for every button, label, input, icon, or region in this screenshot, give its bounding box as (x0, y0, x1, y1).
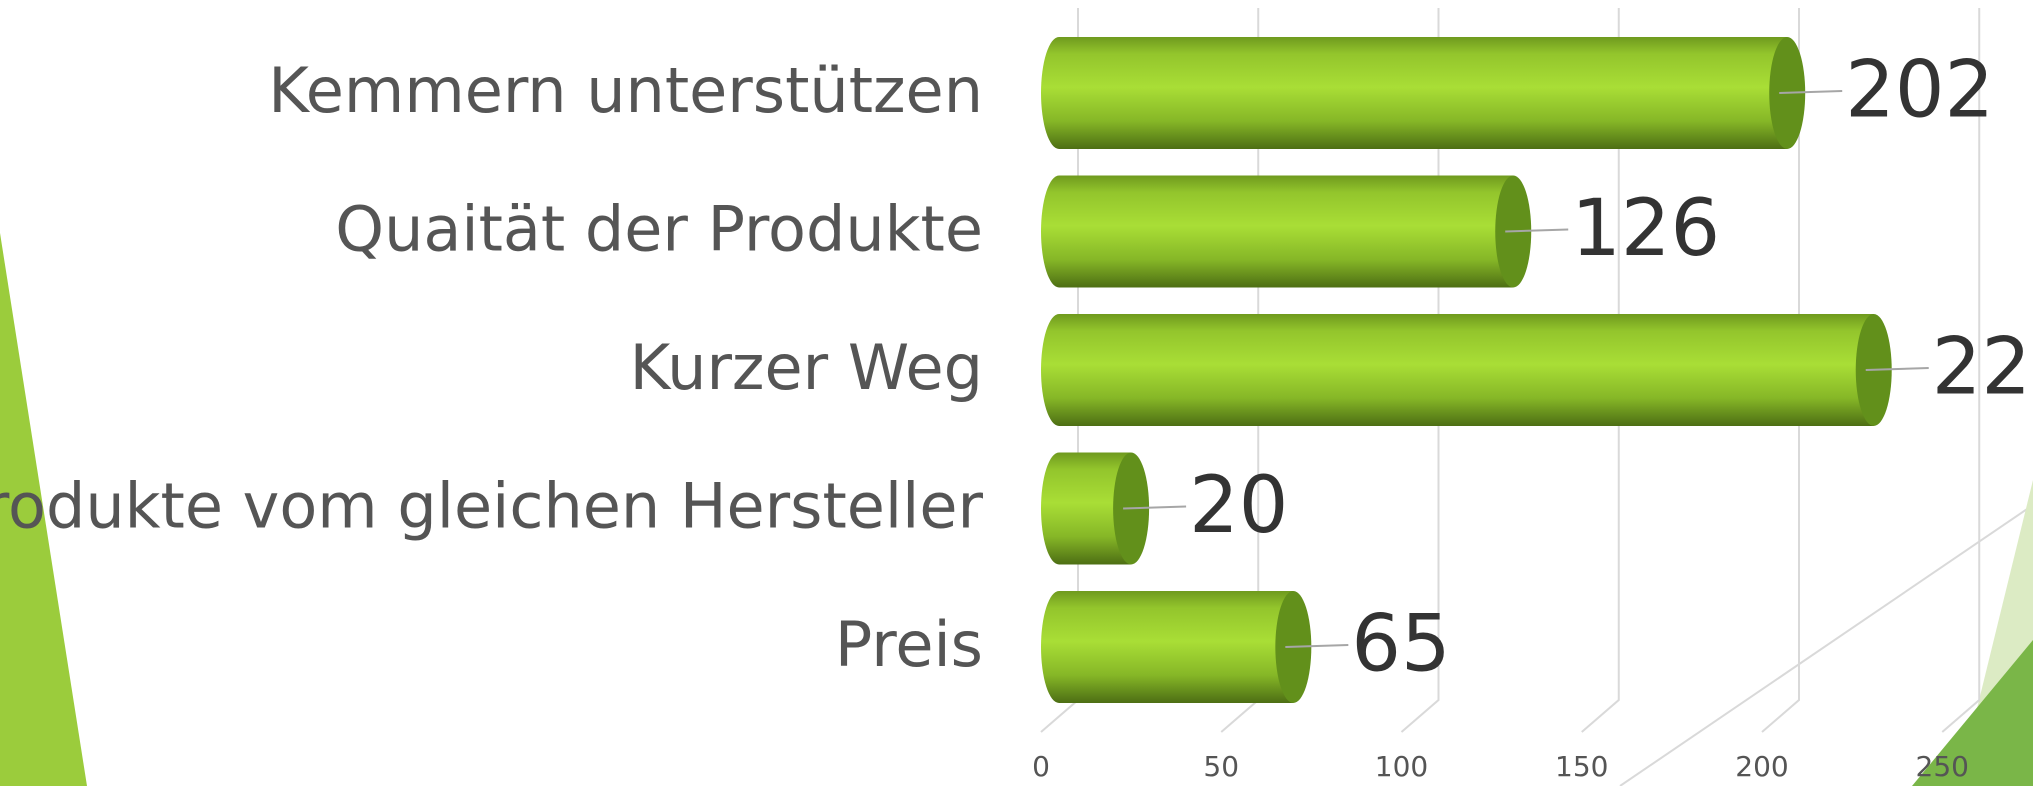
value-label: 126 (1571, 184, 1720, 274)
category-label: Quaität der Produkte (335, 193, 983, 266)
bar (1059, 314, 1874, 426)
category-label: Produkte vom gleichen Hersteller (0, 470, 984, 543)
plot: 0 50 100 150 200 250 Kemmern unterstützen 202 Qu… (0, 8, 2033, 783)
category-label: Preis (835, 608, 983, 681)
bar (1059, 175, 1514, 288)
leader-line (1865, 367, 1929, 371)
x-tick-label: 100 (1375, 750, 1428, 783)
x-tick-label: 200 (1735, 750, 1788, 783)
x-tick-label: 250 (1916, 750, 1969, 783)
leader-line (1505, 228, 1569, 233)
value-label: 65 (1351, 599, 1450, 689)
leader-line (1285, 644, 1349, 648)
value-label: 202 (1845, 45, 1994, 135)
x-tick-label: 0 (1032, 750, 1050, 783)
category-label: Kurzer Weg (630, 331, 983, 404)
decor-triangle (1912, 640, 2033, 786)
leader-line (1779, 90, 1843, 94)
x-tick-label: 150 (1555, 750, 1608, 783)
grid-line (1581, 8, 1620, 733)
bar (1059, 591, 1294, 703)
grid-line (1941, 8, 1981, 733)
grid-line (1761, 8, 1800, 733)
decor-line (1619, 504, 2033, 786)
leader-line (1123, 505, 1187, 510)
category-label: Kemmern unterstützen (268, 54, 983, 127)
x-tick-label: 50 (1203, 750, 1239, 783)
value-label: 226 (1932, 322, 2033, 412)
decor-triangle (0, 233, 87, 786)
value-label: 20 (1189, 461, 1288, 551)
bar (1059, 37, 1788, 149)
